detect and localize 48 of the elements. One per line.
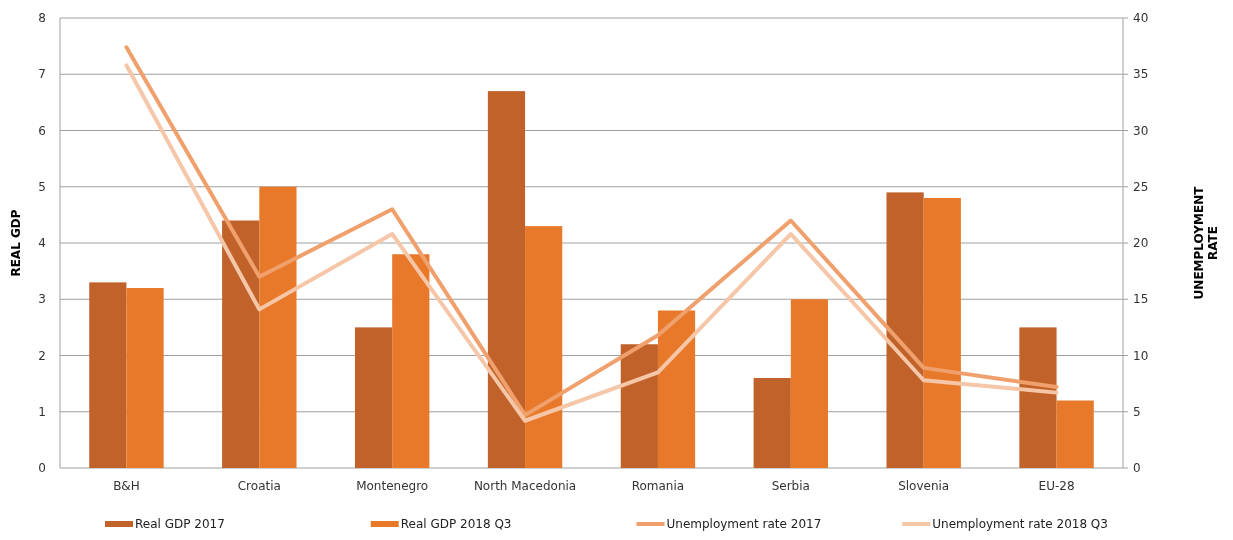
legend-label: Real GDP 2017 [135,517,225,531]
bar [354,327,393,468]
y2-tick-label: 40 [1133,11,1149,26]
y2-tick-label: 35 [1133,67,1149,82]
legend-label: Unemployment rate 2017 [666,517,822,531]
y2-tick-label: 5 [1133,404,1141,419]
y-tick-label: 0 [38,461,46,476]
y-tick-label: 7 [38,67,46,82]
x-tick-label: Serbia [771,479,810,493]
legend-label: Real GDP 2018 Q3 [400,517,512,531]
x-tick-label: Montenegro [356,479,429,493]
y-tick-label: 5 [38,179,46,194]
bar [259,186,297,468]
y-tick-label: 4 [38,236,46,251]
y-tick-label: 6 [38,123,46,138]
legend-label: Unemployment rate 2018 Q3 [932,517,1108,531]
bar [923,198,961,468]
bar [222,220,260,468]
y2-tick-label: 15 [1133,292,1149,307]
bar [1056,400,1094,468]
bar [886,192,924,468]
y2-tick-label: 0 [1133,461,1141,476]
y-tick-label: 8 [38,11,46,26]
x-tick-label: Romania [631,479,685,493]
x-tick-label: B&H [113,479,140,493]
x-tick-label: EU-28 [1038,479,1075,493]
y-tick-label: 2 [38,348,46,363]
y-axis-title: REAL GDP [9,209,23,277]
bar [525,226,563,468]
x-tick-label: Croatia [237,479,281,493]
bar [89,282,127,468]
bar [126,288,164,468]
y-tick-label: 1 [38,404,46,419]
bar [1019,327,1057,468]
bar [790,299,829,468]
bar [657,310,696,468]
bar [620,344,658,468]
y2-tick-label: 25 [1133,179,1149,194]
x-tick-label: Slovenia [898,479,950,493]
y2-axis-title: UNEMPLOYMENT RATE [1192,185,1220,300]
y2-tick-label: 20 [1133,236,1149,251]
y2-tick-label: 30 [1133,123,1149,138]
x-tick-label: North Macedonia [473,479,577,493]
bar [753,378,791,468]
bar [487,91,526,468]
bar [392,254,430,468]
y-tick-label: 3 [38,292,46,307]
y2-tick-label: 10 [1133,348,1149,363]
